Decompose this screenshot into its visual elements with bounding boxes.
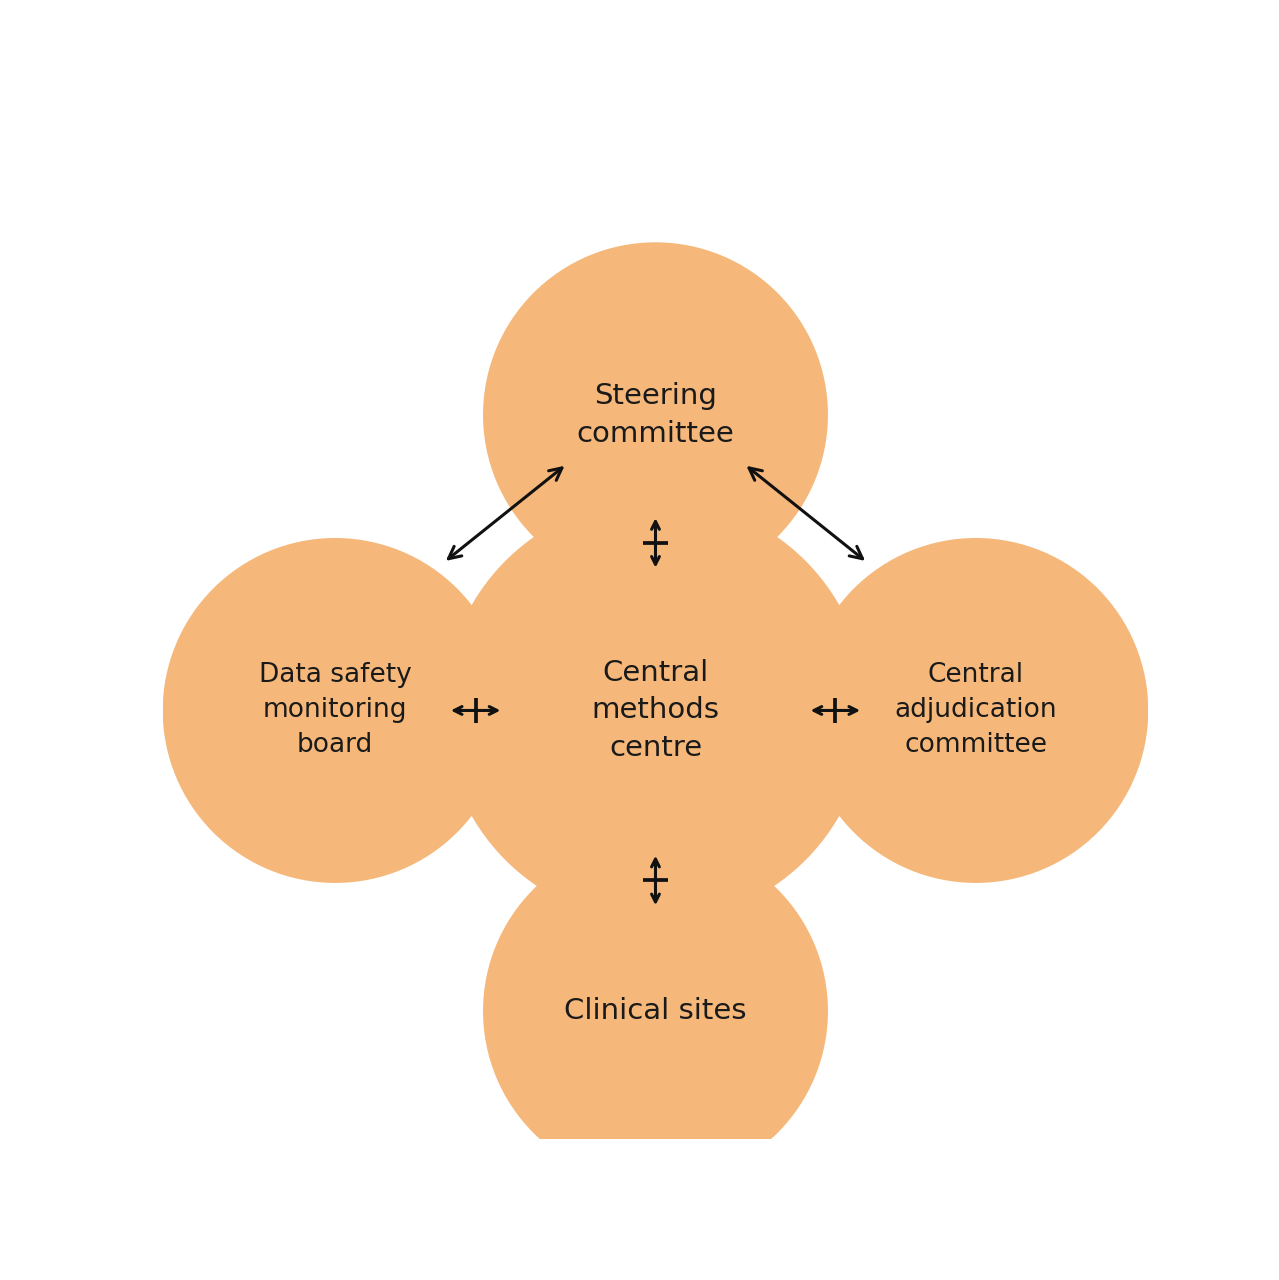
Text: Central
methods
centre: Central methods centre: [591, 659, 720, 763]
Circle shape: [483, 242, 828, 588]
Circle shape: [162, 538, 508, 883]
Text: Central
adjudication
committee: Central adjudication committee: [894, 663, 1058, 759]
Circle shape: [483, 838, 828, 1184]
Circle shape: [803, 538, 1149, 883]
Circle shape: [444, 498, 867, 923]
Text: Steering
committee: Steering committee: [577, 381, 734, 448]
Text: Clinical sites: Clinical sites: [564, 997, 747, 1025]
Text: Data safety
monitoring
board: Data safety monitoring board: [258, 663, 412, 759]
